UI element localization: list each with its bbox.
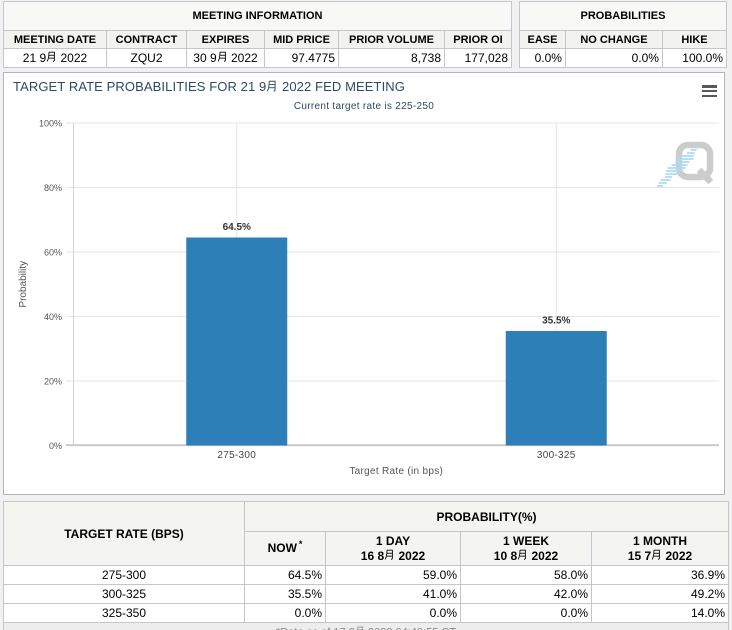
x-category-label: 275-300	[217, 450, 256, 461]
quikstrike-watermark	[657, 141, 714, 187]
rate-300-325-label: 300-325	[3, 584, 245, 604]
rate-325-350-day: 0.0%	[325, 603, 461, 623]
prior-oi-value: 177,028	[444, 48, 512, 68]
meeting-info-title: MEETING INFORMATION	[3, 1, 512, 31]
meeting-info-table: MEETING INFORMATION MEETING DATE CONTRAC…	[3, 1, 512, 68]
cjk-month-glyph	[517, 549, 526, 560]
table-row: 325-350 0.0% 0.0% 0.0% 14.0%	[3, 603, 729, 623]
rate-300-325-week: 42.0%	[460, 584, 592, 604]
rate-275-300-now: 64.5%	[244, 565, 326, 585]
cjk-month-glyph	[46, 52, 55, 63]
one-day-column-header: 1 DAY 16 8 2022	[325, 531, 461, 566]
rate-275-300-label: 275-300	[3, 565, 245, 585]
cjk-month-glyph	[217, 52, 226, 63]
contract-header: CONTRACT	[106, 30, 187, 49]
top-summary-tables: MEETING INFORMATION MEETING DATE CONTRAC…	[3, 1, 728, 68]
bar-300-325[interactable]	[505, 331, 607, 446]
probability-history-table: TARGET RATE (BPS) PROBABILITY(%) NOW * 1 …	[3, 501, 729, 630]
cjk-month-glyph	[384, 549, 393, 560]
mid-price-header: MID PRICE	[264, 30, 339, 49]
y-tick-label: 20%	[44, 377, 62, 387]
mid-price-value: 97.4775	[264, 48, 339, 68]
rate-325-350-month: 14.0%	[591, 603, 729, 623]
rate-300-325-month: 49.2%	[591, 584, 729, 604]
rate-325-350-now: 0.0%	[244, 603, 326, 623]
prior-oi-header: PRIOR OI	[444, 30, 512, 49]
y-tick-label: 40%	[44, 312, 62, 322]
now-column-header: NOW *	[244, 531, 326, 566]
chart-panel: TARGET RATE PROBABILITIES FOR 21 9 2022 …	[3, 72, 725, 495]
one-month-column-header: 1 MONTH 15 7 2022	[591, 531, 729, 566]
y-tick-label: 100%	[39, 119, 62, 129]
meeting-date-header: MEETING DATE	[3, 30, 107, 49]
cjk-month-glyph	[357, 626, 363, 630]
ease-value: 0.0%	[518, 48, 566, 68]
meeting-date-value: 21 9 2022	[3, 48, 107, 68]
target-rate-bps-header: TARGET RATE (BPS)	[3, 501, 245, 566]
probability-group-header: PROBABILITY(%)	[244, 501, 729, 532]
prior-volume-header: PRIOR VOLUME	[338, 30, 445, 49]
rate-275-300-month: 36.9%	[591, 565, 729, 585]
rate-325-350-label: 325-350	[3, 603, 245, 623]
rate-300-325-day: 41.0%	[325, 584, 461, 604]
probability-history-section: TARGET RATE (BPS) PROBABILITY(%) NOW * 1 …	[3, 501, 729, 630]
hike-value: 100.0%	[661, 48, 728, 68]
data-as-of-note: *Data as of 17 8 2022 04:40:55 CT	[3, 622, 729, 630]
bar-value-label: 64.5%	[223, 222, 251, 233]
no-change-value: 0.0%	[564, 48, 663, 68]
no-change-header: NO CHANGE	[564, 30, 663, 49]
y-tick-label: 80%	[44, 183, 62, 193]
bar-value-label: 35.5%	[542, 316, 570, 327]
hamburger-icon	[702, 85, 717, 88]
probabilities-title: PROBABILITIES	[518, 1, 728, 31]
ease-header: EASE	[518, 30, 566, 49]
x-category-label: 300-325	[537, 450, 576, 461]
x-axis-title: Target Rate (in bps)	[349, 466, 443, 477]
rate-300-325-now: 35.5%	[244, 584, 326, 604]
chart-context-menu-button[interactable]	[702, 85, 717, 97]
probabilities-summary-table: PROBABILITIES EASE NO CHANGE HIKE 0.0% 0…	[518, 1, 728, 68]
table-row: 300-325 35.5% 41.0% 42.0% 49.2%	[3, 584, 729, 604]
y-tick-label: 0%	[49, 441, 62, 451]
contract-value: ZQU2	[106, 48, 187, 68]
cjk-month-glyph	[651, 549, 660, 560]
rate-275-300-day: 59.0%	[325, 565, 461, 585]
chart-subtitle: Current target rate is 225-250	[293, 101, 435, 112]
one-week-column-header: 1 WEEK 10 8 2022	[460, 531, 592, 566]
prior-volume-value: 8,738	[338, 48, 445, 68]
table-row: 275-300 64.5% 59.0% 58.0% 36.9%	[3, 565, 729, 585]
footnote-row: *Data as of 17 8 2022 04:40:55 CT	[3, 622, 729, 630]
hike-header: HIKE	[661, 30, 728, 49]
expires-header: EXPIRES	[186, 30, 265, 49]
chart-title: TARGET RATE PROBABILITIES FOR 21 9 2022 …	[13, 79, 405, 94]
cjk-month-glyph	[267, 80, 276, 92]
y-tick-label: 60%	[44, 248, 62, 258]
rate-325-350-week: 0.0%	[460, 603, 592, 623]
rate-275-300-week: 58.0%	[460, 565, 592, 585]
probability-bar-chart: 0% 20% 40% 60% 80% 100% 64.5% 275-300 35.5% 300-3…	[18, 119, 719, 477]
bar-275-300[interactable]	[186, 237, 288, 446]
expires-value: 30 9 2022	[186, 48, 265, 68]
y-axis-title: Probability	[18, 261, 29, 308]
